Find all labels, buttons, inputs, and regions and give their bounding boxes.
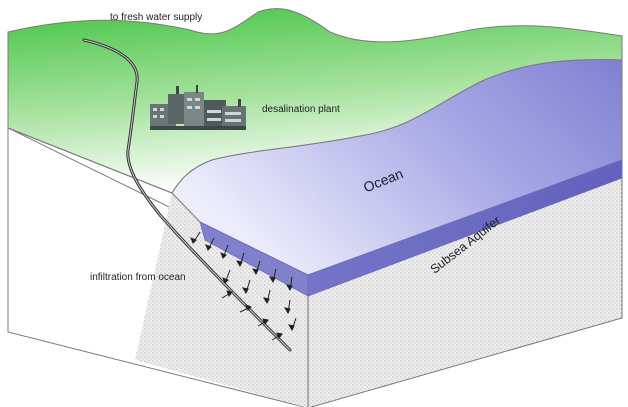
arrow: [257, 318, 269, 327]
arrow: [271, 332, 283, 341]
ocean-front-wall: [199, 221, 309, 297]
ocean-surface: [171, 59, 623, 276]
arrow: [262, 289, 271, 305]
arrow: [205, 237, 215, 251]
desalination-plant-label: desalination plant: [262, 104, 340, 115]
infiltration-arrows: [190, 231, 297, 341]
fresh-water-label: to fresh water supply: [110, 12, 203, 23]
arrow: [283, 299, 291, 315]
arrow: [235, 252, 245, 268]
arrow: [222, 269, 231, 284]
arrow: [239, 304, 252, 313]
arrow: [285, 276, 293, 292]
arrow: [268, 268, 277, 284]
arrow: [241, 279, 251, 295]
arrow: [251, 260, 261, 276]
intake-pipe-highlight: [83, 39, 291, 351]
arrow: [190, 231, 201, 244]
arrow: [287, 317, 297, 332]
infiltration-label: infiltration from ocean: [90, 272, 186, 283]
aquifer-land-section: [135, 193, 308, 407]
arrow: [220, 244, 229, 259]
desalination-plant-icon: [150, 85, 246, 130]
arrow: [221, 290, 233, 299]
strata-line: [7, 127, 173, 194]
